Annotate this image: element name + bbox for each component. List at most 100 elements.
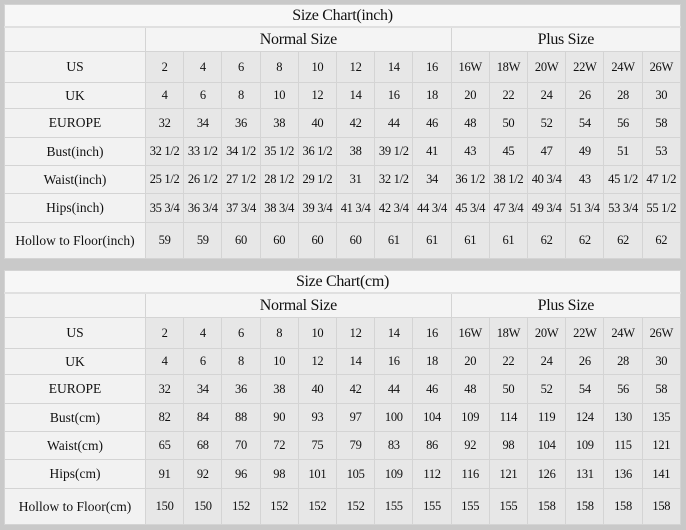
table-cell: 6 <box>183 348 223 375</box>
table-cell: 42 <box>336 374 376 404</box>
table-cell: 62 <box>527 222 567 259</box>
table-cell: 37 3/4 <box>221 193 261 223</box>
row-label: US <box>4 317 146 349</box>
table-cell: 70 <box>221 431 261 460</box>
table-cell: 2 <box>144 51 185 83</box>
table-cell: 8 <box>259 51 299 83</box>
row-label: Waist(inch) <box>4 165 146 194</box>
header-blank <box>4 292 146 318</box>
size-group-header-row: Normal Size Plus Size <box>4 292 682 318</box>
table-cell: 90 <box>259 403 299 432</box>
table-cell: 52 <box>527 108 567 138</box>
table-cell: 14 <box>374 317 414 349</box>
table-row: Waist(cm) 65 68 70 72 75 79 83 86 92 98 104 109 115 12… <box>4 431 682 460</box>
table-cell: 150 <box>183 488 223 525</box>
table-cell: 4 <box>144 82 185 109</box>
table-cell: 10 <box>259 82 299 109</box>
table-cell: 43 <box>450 137 490 166</box>
table-cell: 45 3/4 <box>450 193 490 223</box>
table-cell: 30 <box>641 82 682 109</box>
table-cell: 18 <box>412 348 452 375</box>
table-row: US 2 4 6 8 10 12 14 16 16W 18W 20W 22W 24W 26W <box>4 51 682 83</box>
table-cell: 4 <box>144 348 185 375</box>
table-cell: 24W <box>603 51 643 83</box>
table-cell: 38 3/4 <box>259 193 299 223</box>
table-cell: 98 <box>259 459 299 489</box>
table-cell: 115 <box>603 431 643 460</box>
table-cell: 27 1/2 <box>221 165 261 194</box>
table-cell: 56 <box>603 374 643 404</box>
table-cell: 26 1/2 <box>183 165 223 194</box>
table-cell: 47 <box>527 137 567 166</box>
table-cell: 114 <box>488 403 529 432</box>
table-cell: 124 <box>565 403 605 432</box>
table-cell: 31 <box>336 165 376 194</box>
table-row: Bust(cm) 82 84 88 90 93 97 100 104 109 114 119 124 13… <box>4 403 682 432</box>
table-cell: 50 <box>488 374 529 404</box>
table-cell: 60 <box>259 222 299 259</box>
table-cell: 24 <box>527 348 567 375</box>
table-cell: 40 3/4 <box>527 165 567 194</box>
table-row: Bust(inch) 32 1/2 33 1/2 34 1/2 35 1/2 36 1/2… <box>4 137 682 166</box>
table-cell: 126 <box>527 459 567 489</box>
table-cell: 8 <box>221 348 261 375</box>
table-cell: 18W <box>488 51 529 83</box>
table-cell: 47 3/4 <box>488 193 529 223</box>
table-cell: 20W <box>527 51 567 83</box>
table-cell: 121 <box>488 459 529 489</box>
table-cell: 61 <box>450 222 490 259</box>
normal-size-header: Normal Size <box>145 26 452 52</box>
table-cell: 61 <box>374 222 414 259</box>
table-cell: 22W <box>565 51 605 83</box>
table-cell: 61 <box>412 222 452 259</box>
table-cell: 14 <box>336 348 376 375</box>
table-cell: 16 <box>412 51 452 83</box>
table-cell: 20W <box>527 317 567 349</box>
table-cell: 158 <box>641 488 682 525</box>
table-cell: 16 <box>374 82 414 109</box>
table-cell: 26 <box>565 348 605 375</box>
table-cell: 158 <box>527 488 567 525</box>
chart-title: Size Chart(cm) <box>4 270 681 294</box>
table-cell: 12 <box>336 51 376 83</box>
table-cell: 6 <box>221 51 261 83</box>
table-cell: 150 <box>144 488 185 525</box>
table-cell: 152 <box>336 488 376 525</box>
table-cell: 155 <box>450 488 490 525</box>
table-cell: 6 <box>221 317 261 349</box>
table-cell: 65 <box>144 431 185 460</box>
table-cell: 51 <box>603 137 643 166</box>
table-cell: 158 <box>603 488 643 525</box>
row-label: Hollow to Floor(inch) <box>4 222 146 259</box>
table-cell: 16W <box>450 317 490 349</box>
table-cell: 109 <box>450 403 490 432</box>
table-cell: 35 1/2 <box>259 137 299 166</box>
table-cell: 48 <box>450 108 490 138</box>
plus-size-header: Plus Size <box>450 292 682 318</box>
table-cell: 46 <box>412 374 452 404</box>
size-chart-cm: Size Chart(cm) Normal Size Plus Size US 2 4 6 8… <box>4 270 682 525</box>
table-cell: 43 <box>565 165 605 194</box>
table-cell: 42 <box>336 108 376 138</box>
table-row: Hollow to Floor(inch) 59 59 60 60 60 60 61 61 61 6… <box>4 222 682 259</box>
table-cell: 44 3/4 <box>412 193 452 223</box>
table-cell: 58 <box>641 108 682 138</box>
table-cell: 119 <box>527 403 567 432</box>
table-cell: 30 <box>641 348 682 375</box>
table-cell: 86 <box>412 431 452 460</box>
table-cell: 39 1/2 <box>374 137 414 166</box>
table-row: Hips(cm) 91 92 96 98 101 105 109 112 116 121 126 131… <box>4 459 682 489</box>
table-cell: 52 <box>527 374 567 404</box>
table-cell: 24W <box>603 317 643 349</box>
table-cell: 91 <box>144 459 185 489</box>
row-label: UK <box>4 348 146 375</box>
table-cell: 88 <box>221 403 261 432</box>
table-cell: 41 <box>412 137 452 166</box>
table-cell: 36 1/2 <box>450 165 490 194</box>
table-cell: 12 <box>297 348 338 375</box>
table-cell: 44 <box>374 374 414 404</box>
table-cell: 39 3/4 <box>297 193 338 223</box>
row-label: Hollow to Floor(cm) <box>4 488 146 525</box>
table-cell: 20 <box>450 348 490 375</box>
table-cell: 38 1/2 <box>488 165 529 194</box>
